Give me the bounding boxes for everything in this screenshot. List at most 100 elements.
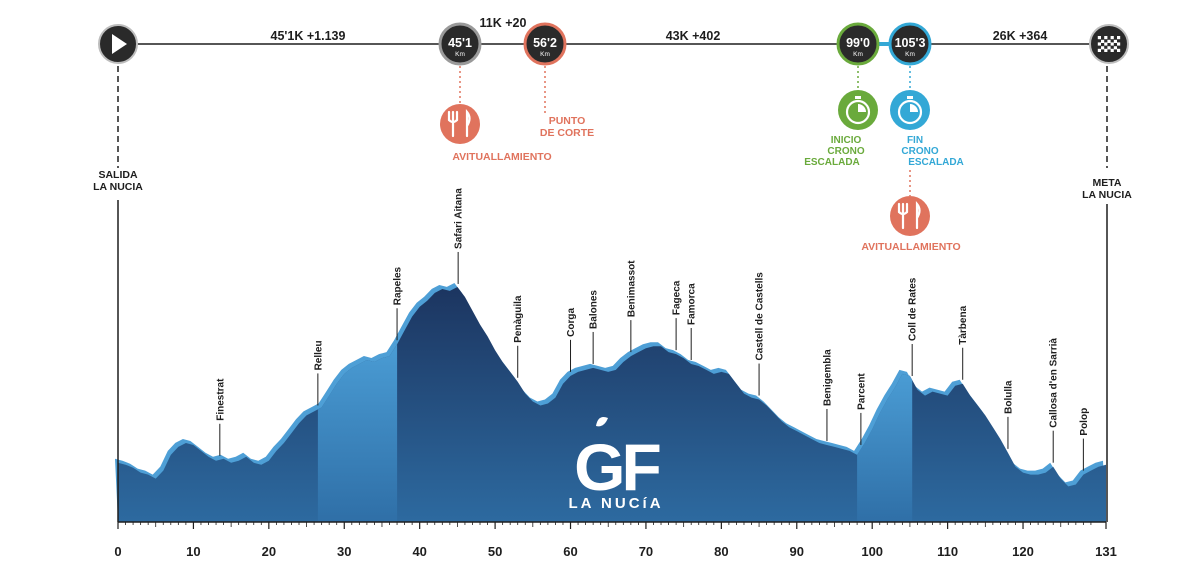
x-tick-label-80: 80 — [714, 544, 728, 559]
feed-zone-1-label: AVITUALLAMIENTO — [452, 151, 551, 163]
checker-square — [1101, 46, 1105, 50]
waypoint-label-15: Tàrbena — [958, 305, 969, 344]
km-node-1: 45'1 Km — [438, 22, 482, 66]
km-node-3: 99'0 Km — [836, 22, 880, 66]
x-tick-label-30: 30 — [337, 544, 351, 559]
checker-square — [1117, 42, 1121, 46]
finish-label-line1: META — [1093, 177, 1122, 189]
start-label-line1: SALIDA — [98, 169, 138, 181]
checker-square — [1097, 36, 1101, 40]
crono-end: FIN CRONO ESCALADA — [890, 66, 964, 196]
km-node-4-unit: Km — [905, 51, 915, 58]
checker-square — [1097, 42, 1101, 46]
waypoint-label-17: Callosa d'en Sarrià — [1049, 338, 1060, 428]
logo-mark: GF — [574, 430, 659, 504]
waypoint-label-4: Safari Aitana — [454, 188, 465, 249]
segment-label-2: 11K +20 — [480, 16, 527, 30]
x-tick-label-90: 90 — [790, 544, 804, 559]
segment-label-1: 45'1K +1.139 — [271, 29, 346, 43]
waypoint-label-9: Fageca — [672, 280, 683, 315]
x-tick-label-100: 100 — [861, 544, 883, 559]
waypoint-label-14: Coll de Rates — [908, 277, 919, 341]
waypoint-label-10: Famorca — [687, 283, 698, 325]
logo: GF LA NUCíA — [568, 417, 664, 512]
cut-point: PUNTO DE CORTE — [540, 66, 594, 139]
light-section-2 — [857, 373, 913, 522]
waypoint-label-6: Corga — [566, 308, 577, 337]
finish-node — [1089, 24, 1129, 64]
waypoint-label-11: Castell de Castells — [755, 272, 766, 361]
cutlery-icon — [440, 104, 480, 144]
x-tick-label-20: 20 — [262, 544, 276, 559]
feed-zone-1: AVITUALLAMIENTO — [440, 66, 552, 163]
x-tick-label-0: 0 — [114, 544, 121, 559]
km-node-3-value: 99'0 — [846, 36, 870, 50]
x-tick-label-110: 110 — [937, 544, 958, 559]
waypoint-label-13: Parcent — [856, 373, 867, 410]
x-tick-label-10: 10 — [186, 544, 200, 559]
waypoints-layer: Finestrat Relleu Rapeles Safari Aitana Penàg… — [215, 188, 1090, 471]
segment-label-3: 43K +402 — [666, 29, 721, 43]
waypoint-label-2: Relleu — [313, 340, 324, 370]
waypoint-label-12: Benigembla — [822, 349, 833, 406]
checker-square — [1107, 46, 1111, 50]
km-node-2-value: 56'2 — [533, 36, 557, 50]
leaf-icon — [596, 417, 608, 427]
waypoint-label-8: Benimassot — [626, 260, 637, 317]
checkered-flag-icon — [1097, 36, 1121, 52]
checker-square — [1110, 36, 1114, 40]
crono-end-line2: CRONO — [901, 146, 938, 157]
play-icon — [112, 34, 127, 54]
x-tick-label-50: 50 — [488, 544, 502, 559]
checker-square — [1117, 48, 1121, 52]
checker-square — [1101, 39, 1105, 43]
segment-label-4: 26K +364 — [993, 29, 1048, 43]
finish-circle — [1089, 24, 1129, 64]
light-section-1 — [317, 344, 398, 522]
crono-end-line1: FIN — [907, 135, 923, 146]
feed-zone-2: AVITUALLAMIENTO — [861, 196, 961, 253]
checker-square — [1110, 48, 1114, 52]
waypoint-label-7: Balones — [589, 290, 600, 329]
km-node-2: 56'2 Km — [523, 22, 567, 66]
checker-square — [1113, 46, 1117, 50]
feed-zone-2-label: AVITUALLAMIENTO — [861, 241, 960, 253]
crono-start: INICIO CRONO ESCALADA — [804, 66, 878, 168]
km-node-4-value: 105'3 — [895, 36, 926, 50]
logo-subtitle: LA NUCíA — [568, 495, 663, 512]
checker-square — [1113, 39, 1117, 43]
waypoint-label-18: Polop — [1079, 408, 1090, 436]
route-bar: 45'1K +1.139 11K +20 43K +402 26K +364 4… — [98, 16, 1129, 66]
checker-square — [1104, 48, 1108, 52]
x-tick-label-40: 40 — [412, 544, 426, 559]
start-marker: SALIDA LA NUCIA — [93, 66, 143, 522]
x-tick-label-60: 60 — [563, 544, 577, 559]
km-node-3-unit: Km — [853, 51, 863, 58]
crono-end-line3: ESCALADA — [908, 157, 964, 168]
x-tick-label-131: 131 — [1095, 544, 1117, 559]
finish-marker: META LA NUCIA — [1082, 66, 1132, 522]
km-node-1-unit: Km — [455, 51, 465, 58]
x-tick-label-120: 120 — [1012, 544, 1034, 559]
checker-square — [1117, 36, 1121, 40]
km-node-4: 105'3 Km — [888, 22, 932, 66]
waypoint-label-3: Rapeles — [393, 266, 404, 305]
checker-square — [1110, 42, 1114, 46]
crono-start-line1: INICIO — [831, 135, 862, 146]
finish-label-line2: LA NUCIA — [1082, 189, 1132, 201]
waypoint-label-1: Finestrat — [215, 378, 226, 421]
km-node-1-value: 45'1 — [448, 36, 472, 50]
start-label-line2: LA NUCIA — [93, 181, 143, 193]
checker-square — [1104, 42, 1108, 46]
crono-start-line3: ESCALADA — [804, 157, 860, 168]
checker-square — [1107, 39, 1111, 43]
waypoint-label-16: Bolulla — [1003, 380, 1014, 414]
cutlery-icon-2 — [890, 196, 930, 236]
profile-layer — [115, 283, 1106, 522]
waypoint-label-5: Penàguila — [513, 295, 524, 343]
start-node — [98, 24, 138, 64]
cut-point-label-line2: DE CORTE — [540, 127, 594, 139]
x-axis: 0 10 20 30 40 50 60 70 80 90 100 110 120 131 — [114, 521, 1117, 559]
cut-point-label-line1: PUNTO — [549, 115, 586, 127]
